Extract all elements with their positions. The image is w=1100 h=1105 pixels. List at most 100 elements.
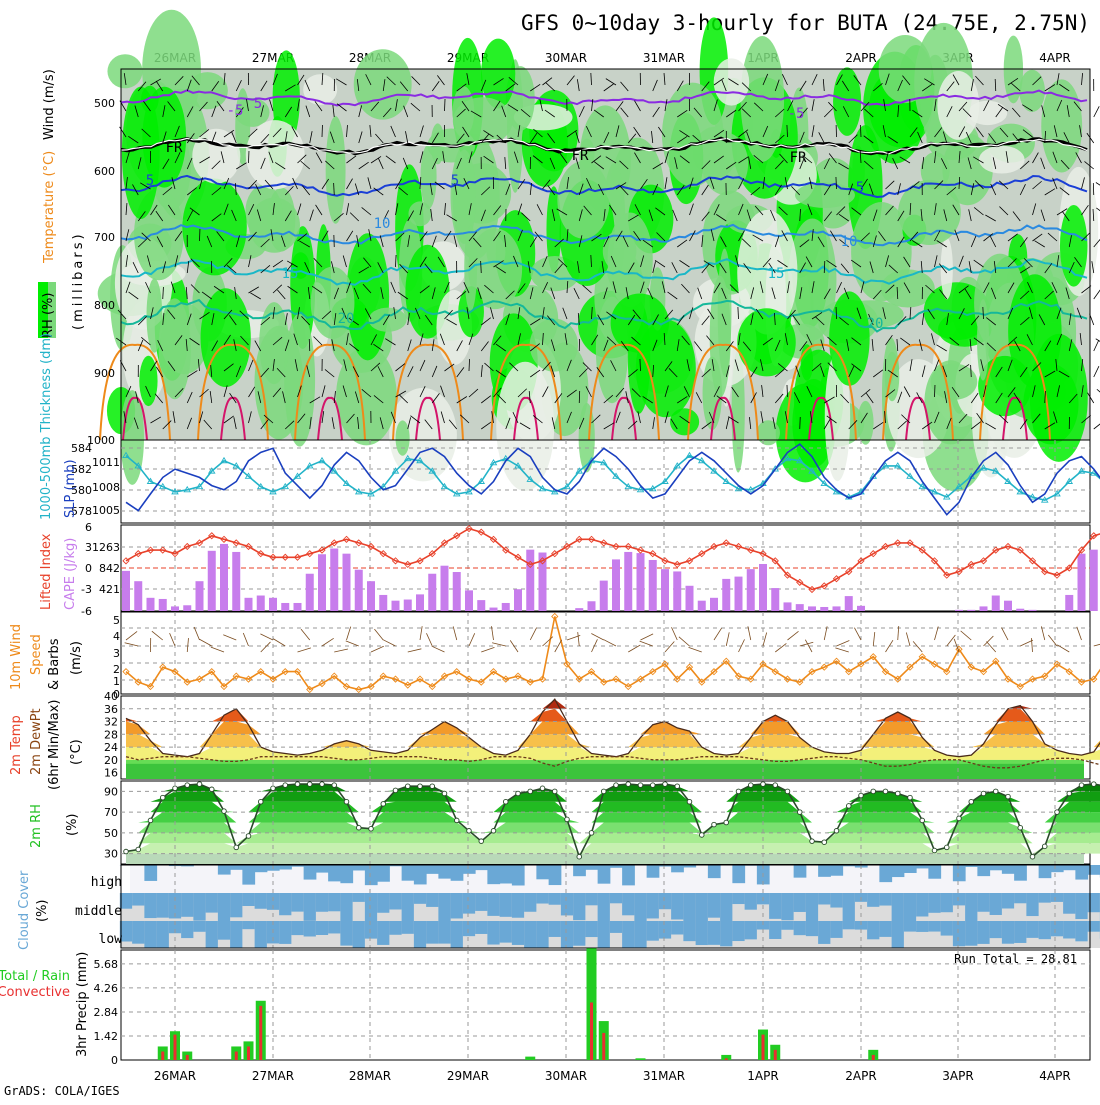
cloud-cell xyxy=(683,921,696,941)
rh2m-point xyxy=(356,825,361,830)
cloud-cell xyxy=(781,921,794,930)
cloud-cell xyxy=(585,865,598,870)
cloud-cell xyxy=(941,921,954,936)
wind10m-barb xyxy=(984,636,994,646)
cloud-cell xyxy=(696,893,709,921)
cape-bar xyxy=(404,600,412,611)
rh2m-point xyxy=(981,791,986,796)
wind-barb xyxy=(469,359,470,371)
rh2m-point xyxy=(1079,783,1084,788)
cloud-cell xyxy=(230,921,243,948)
cape-bar xyxy=(269,598,277,611)
cape-bar xyxy=(698,601,706,611)
wind10m-barb xyxy=(298,648,311,652)
wind10m-barb xyxy=(543,637,553,646)
rh2m-point xyxy=(222,809,227,814)
rh2m-point xyxy=(797,810,802,815)
cape-bar xyxy=(465,590,473,611)
cloud-cell xyxy=(953,865,966,881)
cloud-cell xyxy=(242,865,255,885)
cape-bar xyxy=(171,606,179,611)
cloud-cell xyxy=(451,893,464,918)
rh2m-point xyxy=(957,816,962,821)
precip-ylabel-a: Total / Rain xyxy=(0,969,70,984)
rh-shading-patch xyxy=(245,185,282,239)
grads-credit: GrADS: COLA/IGES xyxy=(4,1084,120,1098)
cloud-cell xyxy=(977,865,990,876)
upper-ylabel-rh: RH (%) xyxy=(41,293,56,338)
wind10m-barb xyxy=(347,627,351,640)
rh2m-point xyxy=(895,791,900,796)
wind10m-barb xyxy=(835,648,848,652)
rh2m-point xyxy=(871,789,876,794)
date-label-top: 2APR xyxy=(845,51,876,65)
cloud-cell xyxy=(843,893,856,921)
tick-label: 4 xyxy=(113,630,120,643)
cloud-level-label: middle xyxy=(75,904,122,919)
cloud-ylabel-b: (%) xyxy=(35,900,50,923)
cape-bar xyxy=(1065,595,1073,611)
wind10m-barb xyxy=(211,647,224,652)
rh2m-point xyxy=(307,782,312,787)
rh2m-point xyxy=(810,839,815,844)
cloud-cell xyxy=(1026,921,1039,938)
cloud-cell xyxy=(1088,893,1100,912)
cloud-cell xyxy=(500,865,513,884)
cloud-cell xyxy=(1051,921,1064,936)
rh2m-point xyxy=(405,784,410,789)
cape-bar xyxy=(330,549,338,611)
cloud-cell xyxy=(708,865,721,878)
cape-bar xyxy=(686,586,694,611)
cloud-cell xyxy=(389,921,402,935)
cloud-cell xyxy=(561,893,574,915)
precip-conv-bar xyxy=(259,1006,262,1060)
contour-label: 20 xyxy=(867,316,884,332)
rh2m-point xyxy=(344,799,349,804)
pressure-tick: 800 xyxy=(94,299,115,312)
cloud-cell xyxy=(1026,893,1039,916)
cloud-cell xyxy=(732,893,745,904)
rh-fill-band xyxy=(126,802,1100,812)
precip-conv-bar xyxy=(174,1035,177,1060)
wind10m-barb xyxy=(383,640,395,646)
cloud-cell xyxy=(206,921,219,948)
cloud-cell xyxy=(218,893,231,921)
precip-conv-bar xyxy=(186,1055,189,1060)
cloud-cell xyxy=(291,921,304,935)
wind10m-barb xyxy=(935,627,939,640)
cloud-cell xyxy=(328,893,341,911)
wind10m-barb xyxy=(346,641,359,646)
wind10m-barb xyxy=(170,633,175,646)
wind10m-barb xyxy=(788,631,799,640)
tick-label: 0 xyxy=(111,1054,118,1067)
cloud-cell xyxy=(304,921,317,936)
cloud-cell xyxy=(953,921,966,946)
run-total: Run Total = 28.81 xyxy=(954,952,1077,966)
rh2m-point xyxy=(908,795,913,800)
wind10m-barb xyxy=(260,634,273,640)
wind-barb xyxy=(1094,366,1099,377)
cape-bar xyxy=(281,603,289,611)
cloud-cell xyxy=(610,893,623,903)
cloud-cell xyxy=(561,921,574,948)
rh2m-point xyxy=(699,833,704,838)
rh2m-point xyxy=(1067,791,1072,796)
cape-bar xyxy=(428,574,436,611)
temp-fill-band xyxy=(126,699,1100,709)
contour-label: 10 xyxy=(374,216,391,232)
wind10m-barb xyxy=(408,649,422,652)
cape-bar xyxy=(220,544,228,611)
rh2m-point xyxy=(1055,810,1060,815)
cloud-cell xyxy=(438,893,451,921)
rh2m-ylabel-a: 2m RH xyxy=(29,804,44,848)
tick-label: 50 xyxy=(104,827,118,840)
rh-shading-patch xyxy=(579,403,595,472)
wind10m-barb xyxy=(775,643,786,652)
cloud-cell xyxy=(647,893,660,918)
rh2m-point xyxy=(969,799,974,804)
cape-bar xyxy=(122,571,130,611)
cloud-cell xyxy=(487,921,500,945)
contour-label: 5 xyxy=(254,96,262,112)
